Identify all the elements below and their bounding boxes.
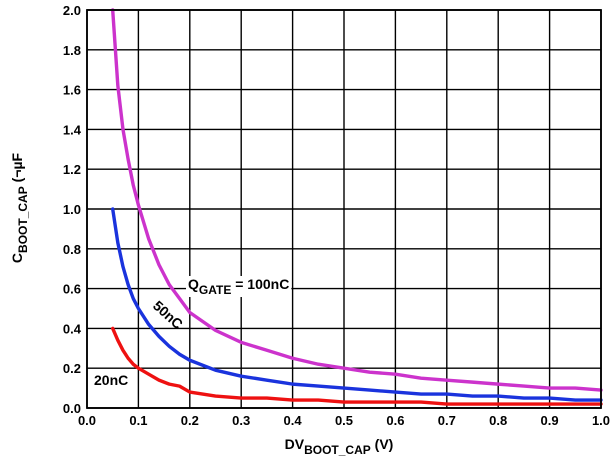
y-tick-label-9: 1.8 <box>63 43 81 58</box>
series-label-100nc-tail: = 100nC <box>231 276 289 292</box>
series-label-100nc-sub: GATE <box>199 283 231 297</box>
y-axis-label-main: C <box>9 253 25 263</box>
curves <box>111 8 603 406</box>
x-axis-label-main: DV <box>285 436 305 452</box>
curve-20nc <box>111 326 603 406</box>
y-tick-label-2: 0.4 <box>63 321 82 336</box>
grid <box>86 9 602 409</box>
y-axis-label: CBOOT_CAP (¬µF <box>9 152 30 263</box>
y-tick-label-1: 0.2 <box>63 361 81 376</box>
y-tick-label-10: 2.0 <box>63 3 81 18</box>
x-tick-label-7: 0.7 <box>438 413 456 428</box>
y-axis-label-sub: BOOT_CAP <box>16 186 30 253</box>
y-tick-label-7: 1.4 <box>63 122 82 137</box>
x-tick-label-4: 0.4 <box>284 413 303 428</box>
x-axis-label: DVBOOT_CAP (V) <box>285 436 394 457</box>
x-tick-label-8: 0.8 <box>489 413 507 428</box>
series-label-20nc-background <box>92 372 131 388</box>
series-label-20nc: 20nC <box>94 372 128 388</box>
y-tick-label-5: 1.0 <box>63 202 81 217</box>
x-tick-label-2: 0.2 <box>181 413 199 428</box>
tick-labels: 0.0 0.1 0.2 0.3 0.4 0.5 0.6 0.7 0.8 0.9 1.0 0.0 0.2 0… <box>63 3 610 428</box>
x-tick-label-6: 0.6 <box>386 413 404 428</box>
series-label-100nc-group: QGATE = 100nC <box>186 276 292 297</box>
y-tick-label-8: 1.6 <box>63 83 81 98</box>
series-label-100nc: QGATE = 100nC <box>188 276 289 297</box>
x-tick-label-1: 0.1 <box>129 413 147 428</box>
plot-frame <box>86 9 602 409</box>
y-tick-label-6: 1.2 <box>63 162 81 177</box>
curve-50nc <box>111 207 603 402</box>
series-label-20nc-group: 20nC <box>92 372 131 388</box>
y-tick-label-3: 0.6 <box>63 282 81 297</box>
y-tick-label-0: 0.0 <box>63 401 81 416</box>
curve-100nc <box>111 8 603 392</box>
series-label-100nc-main: Q <box>188 276 199 292</box>
y-tick-label-4: 0.8 <box>63 242 81 257</box>
x-tick-label-10: 1.0 <box>592 413 610 428</box>
series-label-100nc-background <box>186 276 292 297</box>
x-tick-label-9: 0.9 <box>541 413 559 428</box>
y-axis-label-tail: (¬µF <box>9 152 25 186</box>
x-tick-label-5: 0.5 <box>335 413 353 428</box>
x-axis-label-sub: BOOT_CAP <box>304 443 371 457</box>
x-axis-label-tail: (V) <box>371 436 394 452</box>
x-tick-label-0: 0.0 <box>78 413 96 428</box>
x-tick-label-3: 0.3 <box>232 413 250 428</box>
